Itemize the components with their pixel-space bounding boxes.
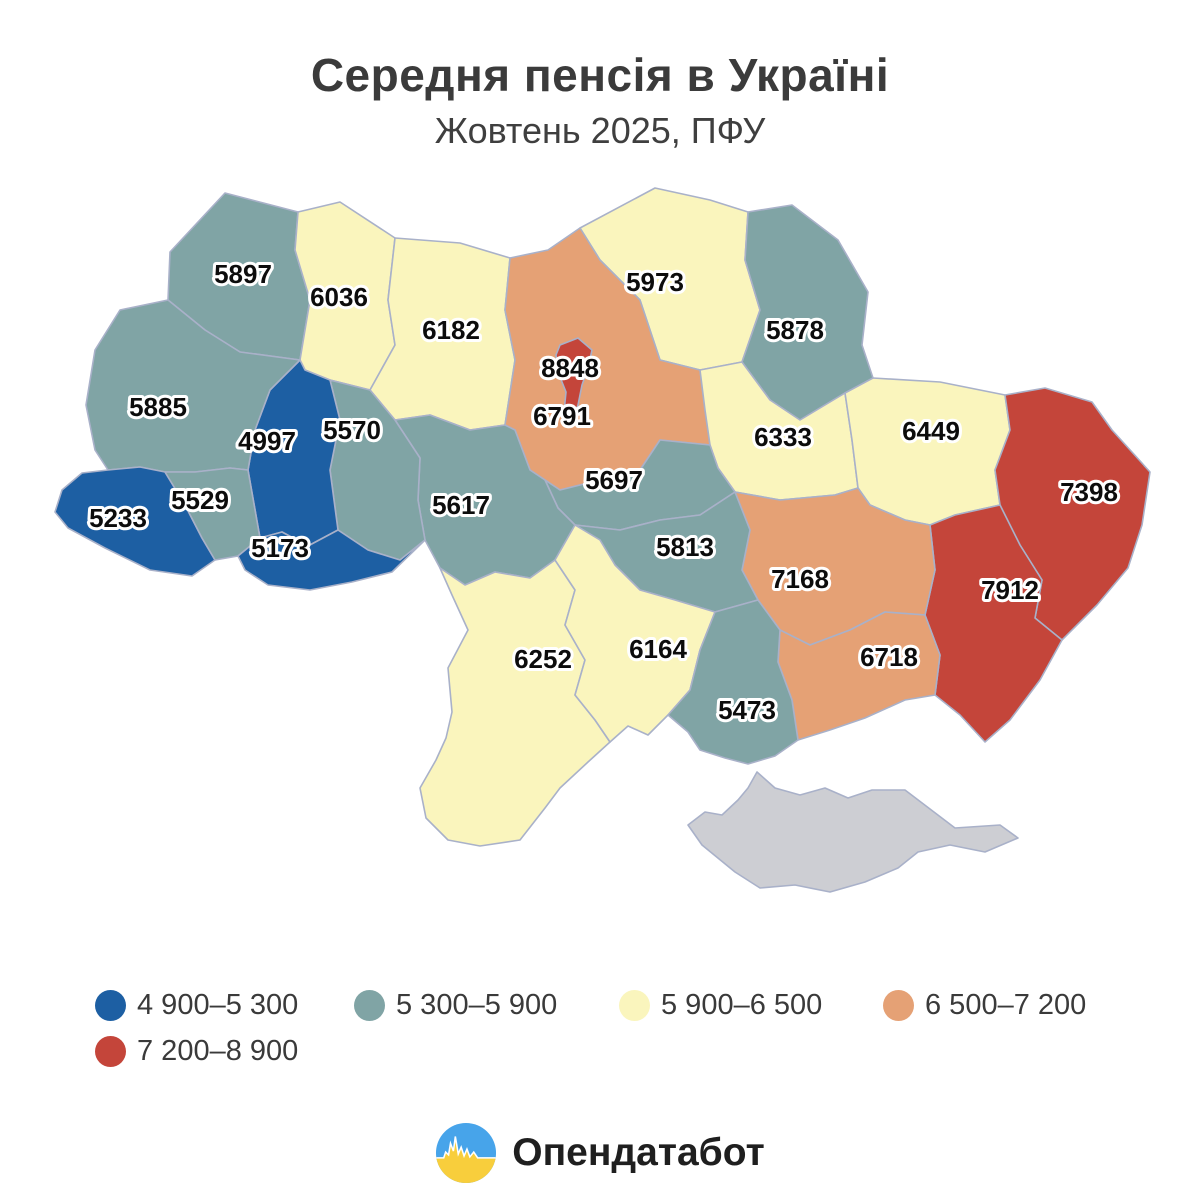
legend-label-yellow: 5 900–6 500 [661, 988, 823, 1021]
logo: Опендатабот [0, 1122, 1200, 1184]
region-value-cherkasy: 5697 [585, 465, 643, 495]
region-value-kirovohrad: 5813 [656, 532, 714, 562]
legend-item-yellow: 5 900–6 500 [619, 988, 822, 1022]
region-value-lviv: 5885 [129, 392, 187, 422]
region-value-kyiv-oblast: 6791 [533, 401, 591, 431]
region-chernivtsi [237, 529, 426, 591]
legend-dot-yellow [619, 989, 650, 1021]
region-value-dnipropetrovsk: 7168 [771, 564, 829, 594]
opendatabot-logo-icon [436, 1122, 497, 1184]
region-value-kherson: 5473 [718, 695, 776, 725]
region-kherson [667, 599, 799, 765]
region-value-rivne: 6036 [310, 282, 368, 312]
region-value-sumy: 5878 [766, 315, 824, 345]
legend-item-orange: 6 500–7 200 [883, 988, 1086, 1022]
legend-dot-orange [883, 989, 914, 1021]
region-value-volyn: 5897 [214, 259, 272, 289]
region-luhansk [994, 387, 1151, 641]
legend-label-red: 7 200–8 900 [137, 1034, 299, 1067]
legend-item-teal: 5 300–5 900 [354, 988, 557, 1022]
legend-label-teal: 5 300–5 900 [396, 988, 558, 1021]
map-labels-layer: 5897 6036 6182 5973 5878 6791 6333 6449 7398 7912… [86, 256, 1121, 728]
legend-dot-red [95, 1035, 126, 1067]
legend-dot-teal [354, 989, 385, 1021]
region-value-kyiv-city: 8848 [541, 353, 599, 383]
region-value-ivano-frankivsk: 5529 [171, 485, 229, 515]
region-kharkiv [844, 377, 1011, 526]
region-value-zaporizhzhia: 6718 [860, 642, 918, 672]
region-value-ternopil: 4997 [238, 426, 296, 456]
map-regions-layer [54, 187, 1151, 893]
page-subtitle: Жовтень 2025, ПФУ [434, 110, 766, 151]
page-title: Середня пенсія в Україні [310, 49, 890, 101]
legend-dot-blue [95, 989, 126, 1021]
legend: 4 900–5 300 5 300–5 900 5 900–6 500 6 500–7… [95, 988, 1125, 1080]
region-value-chernivtsi: 5173 [251, 533, 309, 563]
region-value-khmelnytskyi: 5570 [323, 415, 381, 445]
region-value-vinnytsia: 5617 [432, 490, 490, 520]
legend-label-blue: 4 900–5 300 [137, 988, 299, 1021]
region-crimea [687, 771, 1019, 893]
region-value-kharkiv: 6449 [902, 416, 960, 446]
region-value-odesa: 6252 [514, 644, 572, 674]
region-value-zakarpattia: 5233 [89, 503, 147, 533]
region-value-chernihiv: 5973 [626, 267, 684, 297]
legend-label-orange: 6 500–7 200 [925, 988, 1087, 1021]
region-value-mykolaiv: 6164 [629, 634, 687, 664]
region-kyiv-city [555, 337, 593, 421]
region-value-poltava: 6333 [754, 422, 812, 452]
region-value-luhansk: 7398 [1060, 477, 1118, 507]
logo-text: Опендатабот [512, 1131, 765, 1174]
region-value-zhytomyr: 6182 [422, 315, 480, 345]
region-value-donetsk: 7912 [981, 575, 1039, 605]
legend-item-blue: 4 900–5 300 [95, 988, 298, 1022]
legend-item-red: 7 200–8 900 [95, 1034, 298, 1068]
